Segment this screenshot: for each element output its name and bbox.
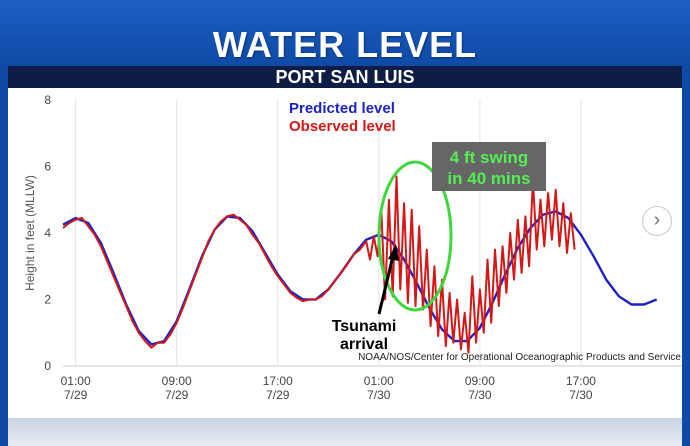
- tsunami-arrival-label: arrival: [340, 336, 388, 353]
- location-subtitle: PORT SAN LUIS: [8, 66, 682, 88]
- x-tick-label-time: 09:00: [465, 374, 495, 388]
- y-axis-label: Height in feet (MLLW): [23, 175, 37, 291]
- arrival-arrow-head: [388, 244, 399, 261]
- x-tick-label-date: 7/30: [569, 388, 593, 402]
- bottom-strip: [8, 418, 682, 446]
- y-tick-label: 0: [44, 359, 51, 373]
- y-tick-label: 2: [44, 293, 51, 307]
- axis-layer: 01:007/2909:007/2917:007/2901:007/3009:0…: [23, 93, 596, 402]
- callout-text: 4 ft swing: [450, 148, 528, 167]
- callout-box: [432, 142, 546, 191]
- x-tick-label-date: 7/30: [468, 388, 492, 402]
- observed-level-line: [62, 175, 576, 354]
- source-credit: NOAA/NOS/Center for Operational Oceanogr…: [358, 352, 681, 363]
- y-tick-label: 8: [44, 93, 51, 107]
- x-tick-label-date: 7/29: [165, 388, 189, 402]
- tsunami-arrival-label: Tsunami: [332, 318, 397, 335]
- y-tick-label: 4: [44, 226, 51, 240]
- legend-observed: Observed level: [289, 118, 396, 135]
- y-tick-label: 6: [44, 160, 51, 174]
- legend-predicted: Predicted level: [289, 100, 395, 117]
- banner-title: WATER LEVEL: [212, 24, 478, 65]
- x-tick-label-time: 01:00: [61, 374, 91, 388]
- callout-text: in 40 mins: [447, 169, 530, 188]
- x-tick-label-date: 7/30: [367, 388, 391, 402]
- title-banner: [0, 0, 690, 66]
- x-tick-label-time: 17:00: [566, 374, 596, 388]
- frame-right: [682, 66, 690, 446]
- x-tick-label-time: 09:00: [162, 374, 192, 388]
- annotation-layer: 4 ft swing in 40 mins TsunamiarrivalNOAA/N…: [332, 142, 681, 363]
- x-tick-label-time: 01:00: [364, 374, 394, 388]
- plot-card: [8, 88, 682, 418]
- highlight-ellipse: [377, 160, 453, 312]
- arrival-arrow-shaft: [377, 251, 396, 315]
- x-tick-label-date: 7/29: [266, 388, 290, 402]
- chevron-right-icon[interactable]: ›: [642, 206, 672, 236]
- x-tick-label-date: 7/29: [64, 388, 88, 402]
- frame-left: [0, 66, 8, 446]
- x-tick-label-time: 17:00: [263, 374, 293, 388]
